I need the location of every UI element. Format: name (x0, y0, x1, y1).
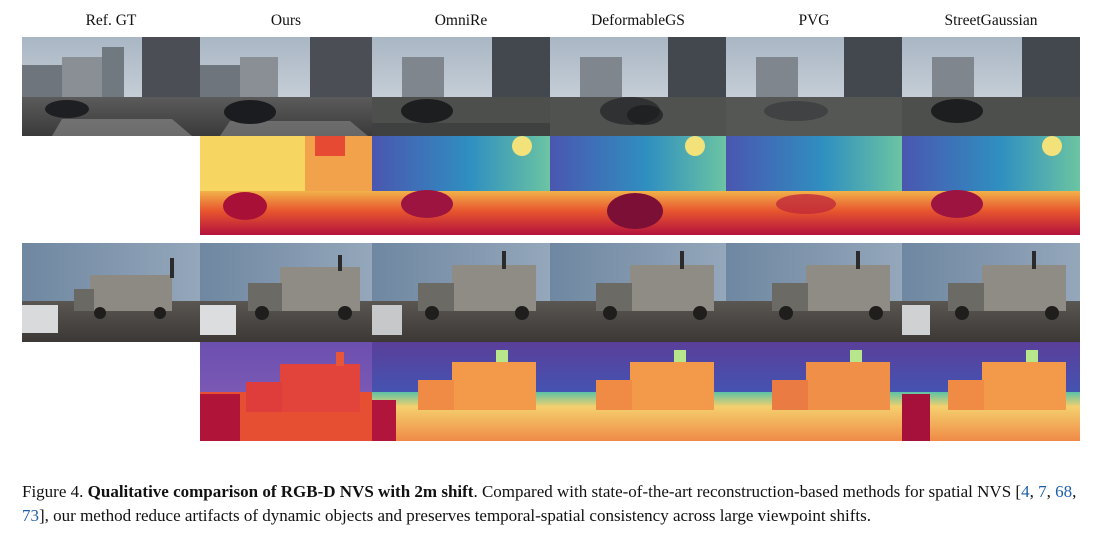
caption-text-a: . Compared with state-of-the-art reconst… (473, 482, 1022, 501)
city-depth-omnire (372, 136, 550, 235)
city-depth-streetgaussian (902, 136, 1080, 235)
column-header-pvg: PVG (798, 12, 830, 29)
citation-link-3[interactable]: 68 (1055, 482, 1073, 501)
truck-rgb-deformablegs (550, 243, 726, 342)
caption-title: Qualitative comparison of RGB-D NVS with… (87, 482, 474, 501)
city-rgb-omnire (372, 37, 550, 136)
truck-rgb-ref-gt (22, 243, 200, 342)
city-rgb-ours (200, 37, 372, 136)
column-header-ref-gt: Ref. GT (85, 12, 137, 29)
city-depth-ours (200, 136, 372, 235)
city-rgb-ref-gt (22, 37, 200, 136)
column-header-deformablegs: DeformableGS (591, 12, 685, 29)
city-depth-deformablegs (550, 136, 726, 235)
caption-text-b: ], our method reduce artifacts of dynami… (39, 506, 871, 525)
truck-rgb-ours (200, 243, 372, 342)
citation-link-2[interactable]: 7 (1038, 482, 1047, 501)
figure-caption: Figure 4. Qualitative comparison of RGB-… (22, 482, 1077, 525)
truck-depth-ours (200, 342, 372, 441)
citation-link-1[interactable]: 4 (1021, 482, 1030, 501)
column-header-omnire: OmniRe (434, 12, 488, 29)
truck-depth-pvg (726, 342, 902, 441)
city-rgb-deformablegs (550, 37, 726, 136)
citation-link-4[interactable]: 73 (22, 506, 39, 525)
truck-depth-omnire (372, 342, 550, 441)
column-header-ours: Ours (270, 12, 302, 29)
city-rgb-streetgaussian (902, 37, 1080, 136)
caption-label: Figure 4. (22, 482, 84, 501)
city-rgb-pvg (726, 37, 902, 136)
truck-rgb-streetgaussian (902, 243, 1080, 342)
truck-rgb-omnire (372, 243, 550, 342)
city-depth-pvg (726, 136, 902, 235)
truck-rgb-pvg (726, 243, 902, 342)
truck-depth-streetgaussian (902, 342, 1080, 441)
truck-depth-deformablegs (550, 342, 726, 441)
column-header-streetgaussian: StreetGaussian (944, 12, 1038, 29)
